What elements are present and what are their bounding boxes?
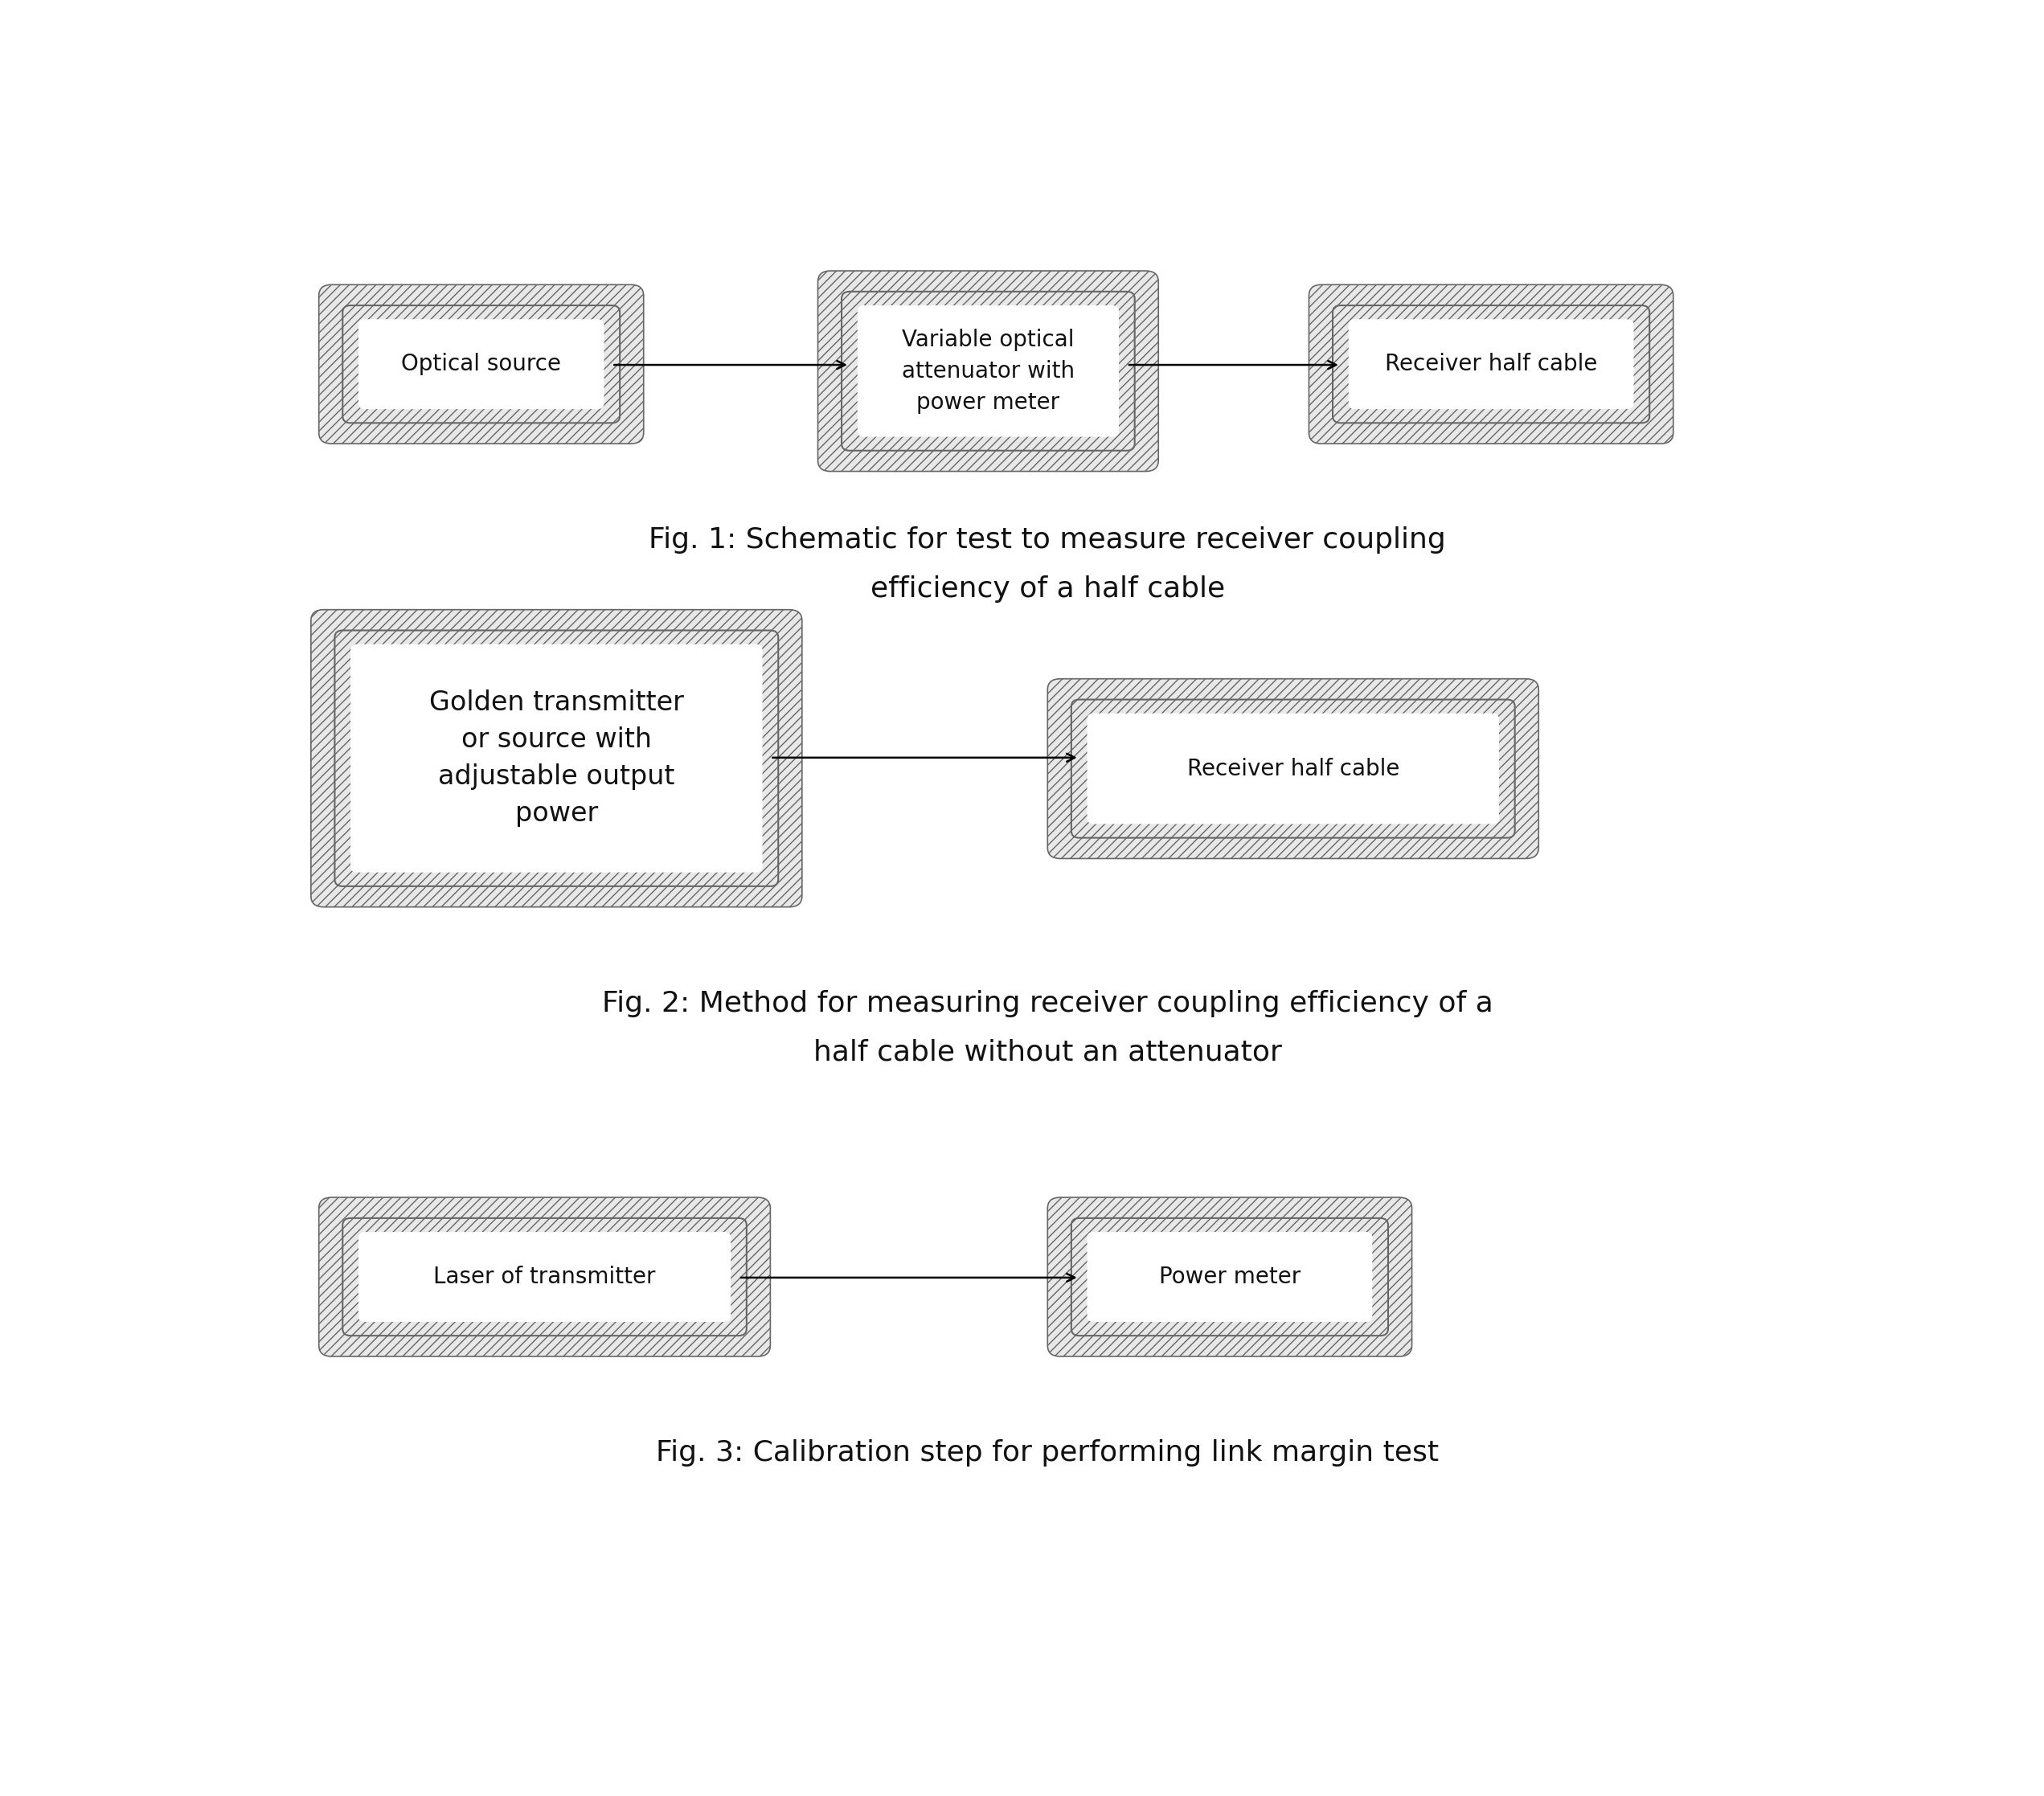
- Text: Optical source: Optical source: [401, 354, 562, 375]
- FancyBboxPatch shape: [319, 286, 644, 444]
- Text: Fig. 2: Method for measuring receiver coupling efficiency of a
half cable withou: Fig. 2: Method for measuring receiver co…: [601, 990, 1494, 1067]
- FancyBboxPatch shape: [858, 305, 1118, 436]
- FancyBboxPatch shape: [319, 1198, 771, 1356]
- Text: Fig. 3: Calibration step for performing link margin test: Fig. 3: Calibration step for performing …: [656, 1439, 1439, 1467]
- FancyBboxPatch shape: [1308, 286, 1674, 444]
- FancyBboxPatch shape: [311, 609, 801, 907]
- FancyBboxPatch shape: [1049, 679, 1539, 858]
- FancyBboxPatch shape: [1349, 320, 1633, 409]
- Text: Laser of transmitter: Laser of transmitter: [433, 1266, 656, 1288]
- Text: Golden transmitter
or source with
adjustable output
power: Golden transmitter or source with adjust…: [429, 690, 685, 826]
- FancyBboxPatch shape: [1049, 1198, 1412, 1356]
- Text: Variable optical
attenuator with
power meter: Variable optical attenuator with power m…: [901, 329, 1075, 413]
- FancyBboxPatch shape: [358, 320, 605, 409]
- Text: Power meter: Power meter: [1159, 1266, 1300, 1288]
- FancyBboxPatch shape: [358, 1232, 732, 1322]
- FancyBboxPatch shape: [1087, 1232, 1372, 1322]
- Text: Fig. 1: Schematic for test to measure receiver coupling
efficiency of a half cab: Fig. 1: Schematic for test to measure re…: [650, 526, 1445, 603]
- Text: Receiver half cable: Receiver half cable: [1188, 758, 1400, 779]
- FancyBboxPatch shape: [352, 645, 762, 873]
- FancyBboxPatch shape: [1087, 713, 1498, 824]
- Text: Receiver half cable: Receiver half cable: [1386, 354, 1596, 375]
- FancyBboxPatch shape: [818, 271, 1159, 471]
